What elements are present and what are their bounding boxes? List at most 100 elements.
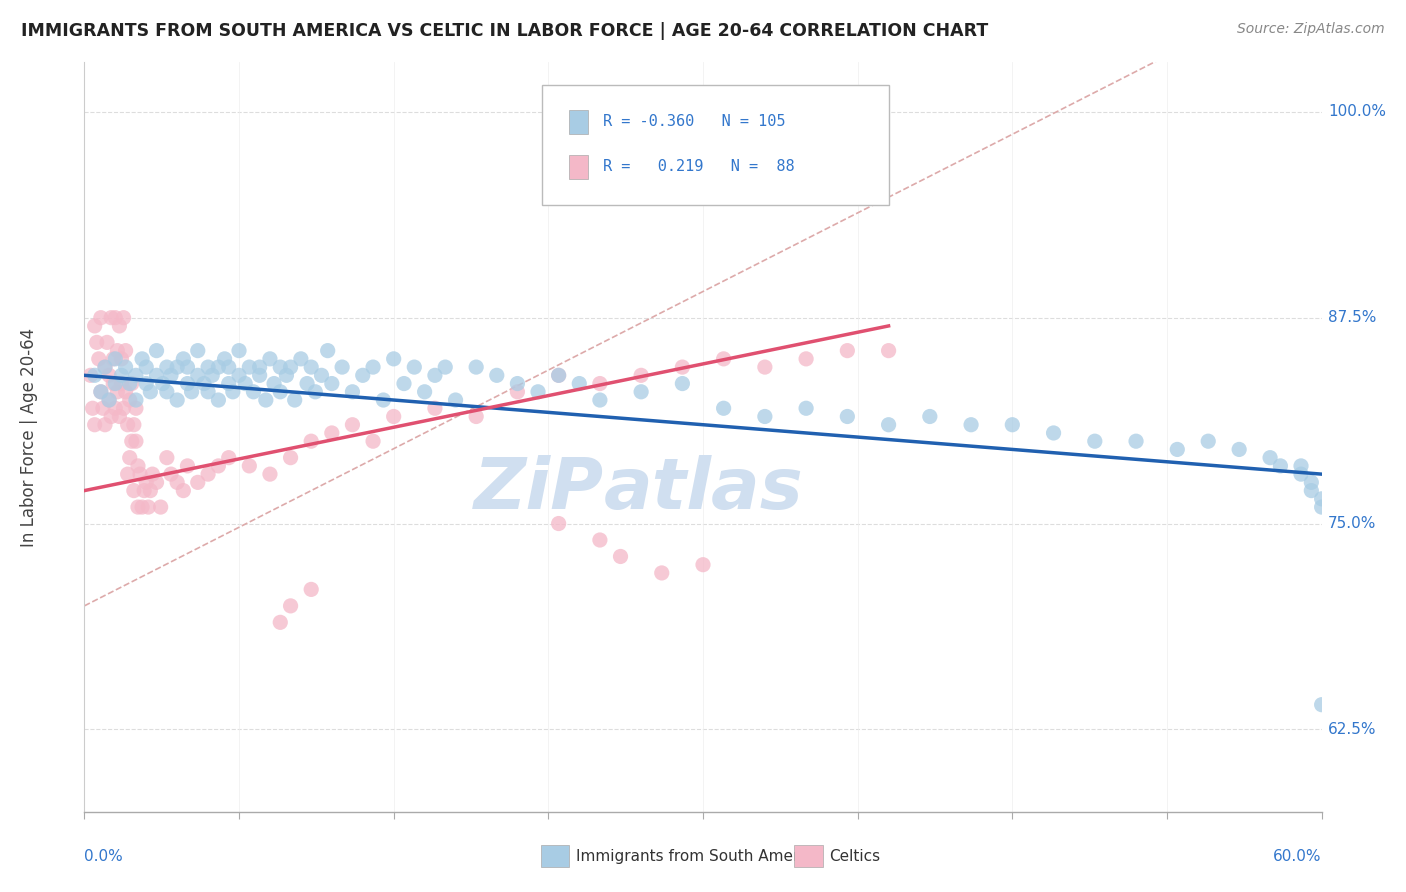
Point: [118, 376, 141, 391]
Point: [110, 368, 132, 383]
Point: [94, 360, 117, 375]
Bar: [569, 110, 589, 134]
Point: [197, 467, 219, 482]
Point: [263, 376, 285, 391]
Point: [589, 533, 612, 547]
Point: [877, 417, 900, 432]
Point: [166, 360, 188, 375]
Point: [713, 351, 735, 366]
Point: [1166, 442, 1188, 457]
Point: [166, 392, 188, 407]
Point: [197, 360, 219, 375]
Text: 0.0%: 0.0%: [84, 849, 124, 864]
Point: [434, 360, 457, 375]
Point: [506, 384, 529, 399]
Text: Celtics: Celtics: [830, 849, 880, 863]
Point: [794, 401, 817, 416]
Point: [156, 360, 179, 375]
Point: [125, 434, 148, 449]
Point: [330, 360, 353, 375]
Point: [1197, 434, 1219, 449]
Text: 100.0%: 100.0%: [1327, 104, 1386, 120]
Point: [187, 475, 209, 490]
Point: [166, 475, 188, 490]
Point: [117, 417, 139, 432]
Text: atlas: atlas: [605, 455, 804, 524]
Point: [280, 360, 302, 375]
Point: [214, 351, 236, 366]
Point: [149, 500, 172, 514]
Point: [207, 360, 229, 375]
Point: [589, 376, 612, 391]
Point: [122, 483, 145, 498]
Text: ZiP: ZiP: [474, 455, 605, 524]
Point: [110, 351, 132, 366]
Point: [104, 351, 127, 366]
Point: [86, 335, 108, 350]
Point: [299, 434, 322, 449]
Point: [131, 500, 153, 514]
Point: [103, 376, 125, 391]
Point: [156, 450, 179, 465]
Point: [342, 384, 364, 399]
Point: [754, 409, 776, 424]
Point: [135, 360, 157, 375]
Point: [352, 368, 374, 383]
Point: [238, 458, 260, 473]
Point: [311, 368, 333, 383]
Point: [465, 360, 488, 375]
Point: [321, 425, 343, 440]
Point: [139, 384, 162, 399]
Point: [122, 417, 145, 432]
Point: [304, 384, 326, 399]
Point: [180, 384, 202, 399]
Point: [321, 376, 343, 391]
Point: [295, 376, 318, 391]
Point: [91, 401, 114, 416]
Point: [228, 343, 250, 358]
Point: [276, 368, 298, 383]
Point: [1258, 450, 1281, 465]
Point: [187, 368, 209, 383]
Point: [754, 360, 776, 375]
Point: [121, 376, 143, 391]
Point: [82, 401, 104, 416]
Point: [423, 401, 446, 416]
Point: [299, 582, 322, 597]
Point: [125, 401, 148, 416]
Point: [136, 500, 159, 514]
Point: [444, 392, 467, 407]
Point: [877, 343, 900, 358]
Point: [98, 368, 121, 383]
Point: [104, 401, 127, 416]
Point: [176, 376, 198, 391]
Point: [79, 368, 101, 383]
Point: [280, 599, 302, 613]
Point: [316, 343, 339, 358]
Text: 87.5%: 87.5%: [1327, 310, 1376, 326]
Point: [141, 467, 163, 482]
Point: [1001, 417, 1024, 432]
Text: Immigrants from South America: Immigrants from South America: [576, 849, 823, 863]
Text: 62.5%: 62.5%: [1327, 722, 1376, 737]
Point: [222, 384, 245, 399]
Point: [547, 368, 569, 383]
Point: [135, 376, 157, 391]
Point: [259, 351, 281, 366]
Point: [249, 360, 271, 375]
Point: [218, 360, 240, 375]
Point: [218, 450, 240, 465]
Point: [90, 310, 112, 325]
Point: [114, 360, 136, 375]
Point: [671, 376, 693, 391]
Point: [193, 376, 215, 391]
Point: [269, 615, 291, 630]
Point: [105, 343, 128, 358]
Point: [1310, 491, 1333, 506]
Point: [609, 549, 631, 564]
Point: [1301, 475, 1323, 490]
Point: [139, 483, 162, 498]
Point: [671, 360, 693, 375]
Point: [172, 351, 194, 366]
Point: [373, 392, 395, 407]
